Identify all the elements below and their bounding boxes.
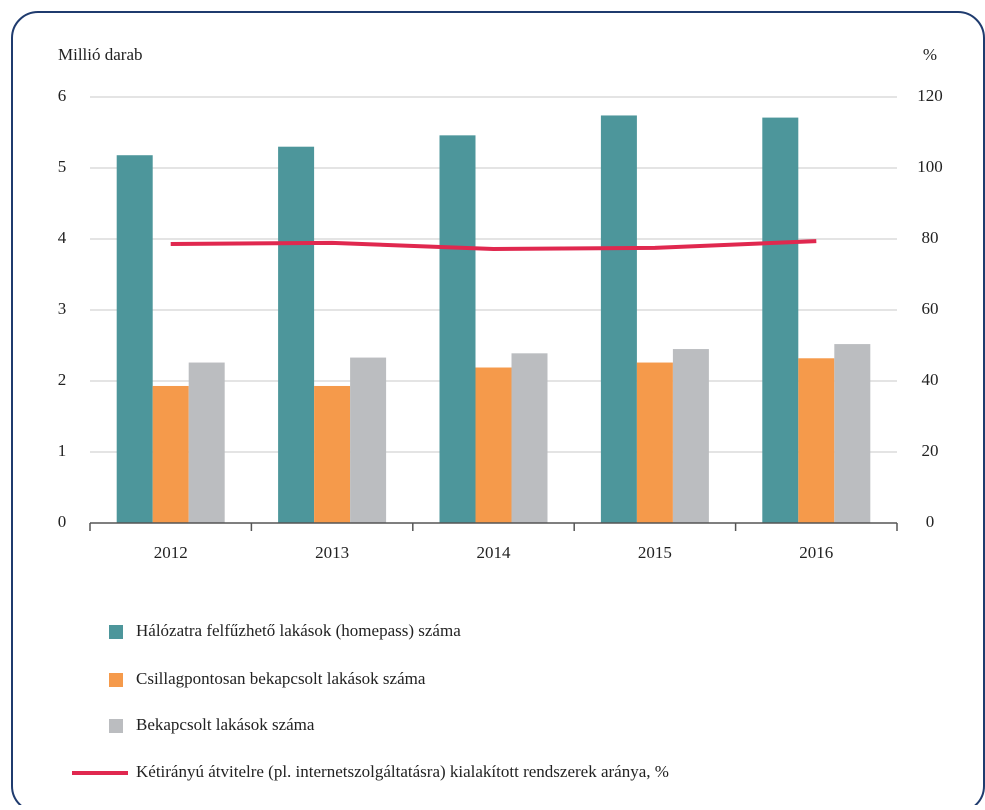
bar (314, 385, 351, 523)
y-tick-label: 1 (58, 441, 67, 460)
y-tick-label: 0 (58, 512, 67, 531)
legend-label: Kétirányú átvitelre (pl. internetszolgál… (136, 762, 669, 781)
y2-tick-label: 40 (922, 370, 939, 389)
bar (511, 353, 548, 523)
bar (278, 146, 315, 523)
y-tick-label: 4 (58, 228, 67, 247)
bar (439, 135, 476, 523)
x-tick-label: 2013 (315, 543, 349, 562)
legend-swatch (109, 625, 123, 639)
bar (188, 362, 225, 523)
x-tick-label: 2015 (638, 543, 672, 562)
y-tick-label: 2 (58, 370, 67, 389)
bar (152, 385, 189, 523)
x-tick-label: 2012 (154, 543, 188, 562)
legend-label: Hálózatra felfűzhető lakások (homepass) … (136, 621, 461, 640)
bar (834, 344, 871, 523)
legend-swatch (109, 719, 123, 733)
bar (116, 155, 153, 523)
bar (798, 358, 835, 523)
y2-tick-label: 80 (922, 228, 939, 247)
y-tick-label: 3 (58, 299, 67, 318)
legend-label: Bekapcsolt lakások száma (136, 715, 315, 734)
bar (762, 117, 799, 523)
y2-tick-label: 60 (922, 299, 939, 318)
y2-tick-label: 120 (917, 86, 943, 105)
line (170, 239, 817, 251)
bar (600, 115, 637, 524)
bar (672, 349, 709, 523)
y-tick-label: 6 (58, 86, 67, 105)
legend-swatch (109, 673, 123, 687)
y2-tick-label: 0 (926, 512, 935, 531)
bar (350, 357, 387, 523)
bar (636, 362, 673, 523)
x-tick-label: 2016 (799, 543, 833, 562)
y-tick-label: 5 (58, 157, 67, 176)
x-tick-label: 2014 (477, 543, 512, 562)
legend-label: Csillagpontosan bekapcsolt lakások száma (136, 669, 426, 688)
y2-tick-label: 20 (922, 441, 939, 460)
y2-axis-title: % (923, 45, 937, 64)
y-axis-title: Millió darab (58, 45, 143, 64)
y2-tick-label: 100 (917, 157, 943, 176)
bar (475, 367, 512, 523)
